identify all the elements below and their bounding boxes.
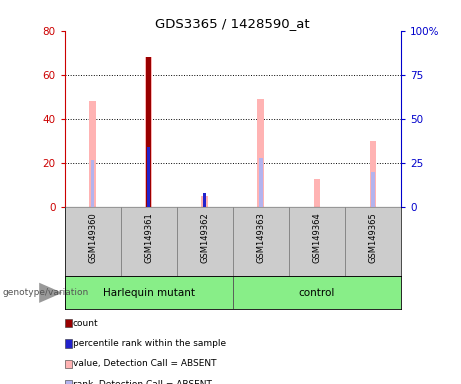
Bar: [65, 207, 121, 276]
Text: rank, Detection Call = ABSENT: rank, Detection Call = ABSENT: [73, 380, 212, 384]
Bar: [147, 147, 150, 207]
Polygon shape: [39, 283, 62, 303]
Bar: [89, 101, 96, 207]
Bar: [258, 99, 264, 207]
Bar: [145, 57, 152, 207]
Text: Harlequin mutant: Harlequin mutant: [103, 288, 195, 298]
Text: GSM149363: GSM149363: [256, 212, 266, 263]
Text: GSM149361: GSM149361: [144, 212, 153, 263]
Text: genotype/variation: genotype/variation: [2, 288, 89, 297]
Bar: [147, 57, 151, 207]
Text: GSM149365: GSM149365: [368, 212, 378, 263]
Title: GDS3365 / 1428590_at: GDS3365 / 1428590_at: [155, 17, 310, 30]
Bar: [345, 207, 401, 276]
Text: GSM149360: GSM149360: [88, 212, 97, 263]
Bar: [121, 207, 177, 276]
Bar: [147, 149, 150, 207]
Bar: [65, 276, 233, 309]
Bar: [372, 172, 375, 207]
Text: value, Detection Call = ABSENT: value, Detection Call = ABSENT: [73, 359, 216, 368]
Bar: [289, 207, 345, 276]
Text: count: count: [73, 319, 98, 328]
Bar: [313, 179, 320, 207]
Text: GSM149362: GSM149362: [200, 212, 209, 263]
Bar: [201, 196, 208, 207]
Text: control: control: [299, 288, 335, 298]
Bar: [370, 141, 376, 207]
Bar: [259, 158, 262, 207]
Bar: [203, 193, 207, 207]
Bar: [233, 207, 289, 276]
Text: percentile rank within the sample: percentile rank within the sample: [73, 339, 226, 348]
Bar: [177, 207, 233, 276]
Bar: [233, 276, 401, 309]
Text: GSM149364: GSM149364: [313, 212, 321, 263]
Bar: [91, 160, 94, 207]
